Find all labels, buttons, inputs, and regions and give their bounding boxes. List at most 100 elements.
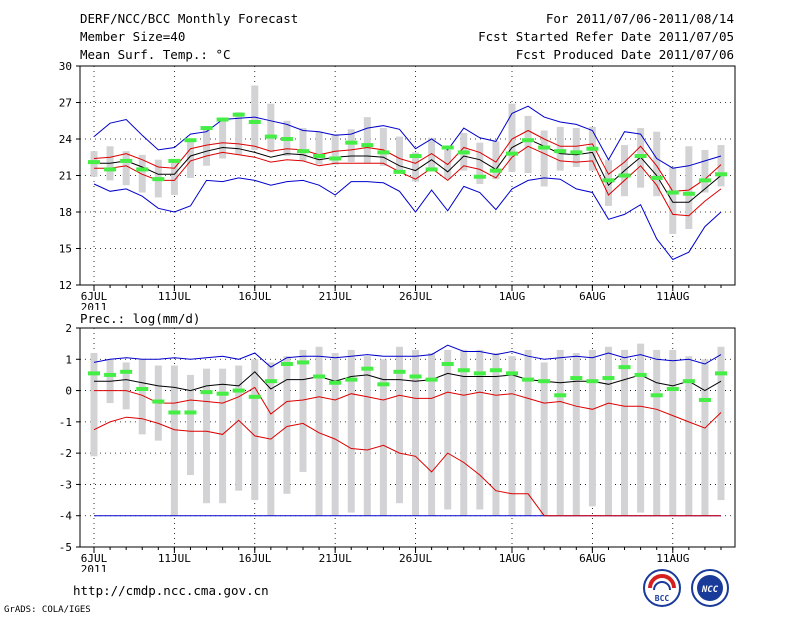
- median-marker: [248, 119, 261, 124]
- y-tick-label: -5: [59, 541, 72, 554]
- x-tick-label: 1AUG: [499, 290, 526, 303]
- median-marker: [168, 158, 181, 163]
- ensemble-box: [90, 353, 98, 457]
- y-tick-label: -1: [59, 416, 72, 429]
- ensemble-box: [508, 103, 516, 172]
- ensemble-box: [283, 356, 291, 494]
- median-marker: [538, 379, 551, 384]
- ensemble-box: [701, 149, 709, 193]
- median-marker: [473, 371, 486, 376]
- ensemble-box: [669, 349, 677, 516]
- ensemble-box: [460, 349, 468, 516]
- fcst-started-date: Fcst Started Refer Date 2011/07/05: [478, 29, 734, 44]
- x-tick-label: 11AUG: [656, 552, 689, 565]
- ensemble-box: [701, 359, 709, 516]
- outer-envelope-upper-line: [93, 105, 722, 169]
- footer-url[interactable]: http://cmdp.ncc.cma.gov.cn: [73, 583, 269, 598]
- ensemble-box: [186, 140, 194, 178]
- ensemble-box: [379, 359, 387, 516]
- fcst-produced-date: Fcst Produced Date 2011/07/06: [515, 47, 734, 62]
- ensemble-box: [299, 128, 307, 161]
- y-tick-label: 24: [59, 133, 73, 146]
- median-marker: [329, 156, 342, 161]
- x-tick-label: 21JUL: [319, 552, 352, 565]
- median-marker: [715, 371, 727, 376]
- median-marker: [650, 175, 663, 180]
- ensemble-box: [492, 353, 500, 516]
- ensemble-box: [331, 134, 339, 165]
- y-tick-label: 18: [59, 206, 72, 219]
- median-marker: [361, 366, 374, 371]
- median-marker: [345, 377, 358, 382]
- ensemble-box: [395, 346, 403, 504]
- ensemble-box: [556, 349, 564, 516]
- median-marker: [650, 393, 663, 398]
- median-marker: [425, 377, 438, 382]
- ensemble-box: [138, 359, 146, 435]
- median-marker: [297, 360, 309, 365]
- ensemble-box: [170, 365, 178, 516]
- ensemble-box: [412, 152, 420, 182]
- inner-envelope-upper-line: [93, 129, 722, 192]
- median-marker: [136, 167, 149, 172]
- ensemble-box: [412, 349, 420, 516]
- median-marker: [200, 390, 213, 395]
- median-marker: [570, 376, 583, 381]
- ncc-logo-text: NCC: [701, 585, 719, 595]
- ensemble-box: [588, 349, 596, 507]
- y-tick-label: 27: [59, 97, 72, 110]
- ensemble-box: [219, 368, 227, 504]
- ensemble-box: [717, 145, 725, 187]
- median-marker: [313, 374, 326, 379]
- x-tick-label: 21JUL: [319, 290, 352, 303]
- median-marker: [602, 178, 615, 183]
- median-marker: [216, 391, 229, 396]
- median-marker: [152, 399, 165, 404]
- median-marker: [698, 397, 711, 402]
- ensemble-box: [186, 374, 194, 476]
- temperature-chart: 12 15 18 21 24 27 30 6JUL 11JUL 16JUL 21JUL 26JUL 1A…: [59, 60, 736, 310]
- ensemble-box: [315, 131, 323, 165]
- median-marker: [184, 410, 197, 415]
- ensemble-box: [604, 346, 612, 516]
- ncc-logo: NCC: [691, 569, 729, 607]
- median-marker: [698, 178, 711, 183]
- y-tick-label: -3: [59, 478, 72, 491]
- ensemble-box: [669, 166, 677, 234]
- median-marker: [682, 191, 695, 196]
- variable-label: Mean Surf. Temp.: °C: [80, 47, 231, 62]
- median-marker: [104, 372, 117, 377]
- median-marker: [522, 138, 535, 143]
- median-marker: [666, 387, 679, 392]
- ensemble-box: [395, 136, 403, 172]
- median-marker: [441, 361, 454, 366]
- median-marker: [634, 372, 647, 377]
- x-tick-label: 26JUL: [399, 552, 432, 565]
- ensemble-box: [556, 126, 564, 171]
- median-marker: [522, 377, 535, 382]
- median-marker: [168, 410, 181, 415]
- ensemble-box: [524, 349, 532, 516]
- ensemble-box: [251, 85, 259, 150]
- x-tick-label: 11AUG: [656, 290, 689, 303]
- median-marker: [104, 167, 117, 172]
- ensemble-box: [621, 349, 629, 516]
- median-marker: [682, 379, 695, 384]
- ensemble-box: [235, 112, 243, 155]
- outer-envelope-upper-line: [93, 344, 722, 368]
- median-marker: [313, 154, 326, 159]
- y-tick-label: 0: [65, 385, 72, 398]
- median-marker: [473, 174, 486, 179]
- x-tick-label: 11JUL: [158, 552, 191, 565]
- y-tick-label: -2: [59, 447, 72, 460]
- ensemble-box: [331, 353, 339, 516]
- ensemble-box: [363, 117, 371, 164]
- ensemble-box: [540, 130, 548, 187]
- median-marker: [715, 172, 727, 177]
- median-marker: [554, 393, 567, 398]
- y-tick-label: 12: [59, 279, 72, 292]
- ensemble-box: [219, 120, 227, 159]
- median-marker: [602, 376, 615, 381]
- ensemble-box: [653, 349, 661, 516]
